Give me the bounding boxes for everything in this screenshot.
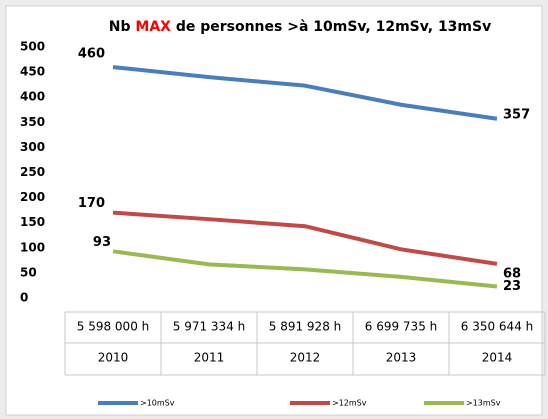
data-label: 23	[503, 279, 521, 294]
x-tick-sublabel: 6 350 644 h	[461, 320, 534, 334]
data-label: 68	[503, 266, 521, 281]
y-tick-label: 300	[20, 140, 45, 154]
y-tick-label: 400	[20, 90, 45, 104]
x-tick-sublabel: 5 971 334 h	[173, 320, 246, 334]
line-series	[112, 65, 498, 121]
y-tick-label: 100	[20, 240, 45, 254]
x-tick-label: 2011	[194, 351, 225, 365]
legend-label: >13mSv	[466, 399, 501, 408]
panel	[5, 5, 543, 416]
data-label: 93	[93, 235, 111, 250]
data-label: 357	[503, 107, 530, 122]
legend-label: >12mSv	[332, 399, 367, 408]
y-tick-label: 200	[20, 190, 45, 204]
legend-label: >10mSv	[140, 399, 175, 408]
y-tick-label: 0	[20, 291, 28, 305]
y-tick-label: 500	[20, 40, 45, 54]
x-tick-label: 2013	[386, 351, 417, 365]
x-tick-sublabel: 6 699 735 h	[365, 320, 438, 334]
x-tick-label: 2010	[98, 351, 129, 365]
data-label: 460	[78, 47, 105, 62]
y-tick-label: 50	[20, 265, 37, 279]
title-suffix: de personnes >à 10mSv, 12mSv, 13mSv	[176, 19, 491, 35]
x-tick-sublabel: 5 891 928 h	[269, 320, 342, 334]
y-tick-label: 450	[20, 65, 45, 79]
x-tick-label: 2014	[482, 351, 513, 365]
title-prefix: Nb	[109, 19, 131, 35]
data-label: 170	[78, 196, 105, 211]
y-tick-label: 350	[20, 115, 45, 129]
line-series	[112, 210, 498, 266]
title-highlight: MAX	[135, 19, 171, 35]
x-tick-label: 2012	[290, 351, 321, 365]
line-series	[112, 249, 498, 289]
y-tick-label: 250	[20, 165, 45, 179]
y-tick-label: 150	[20, 215, 45, 229]
chart-title: Nb MAX de personnes >à 10mSv, 12mSv, 13m…	[109, 19, 491, 35]
x-tick-sublabel: 5 598 000 h	[77, 320, 150, 334]
